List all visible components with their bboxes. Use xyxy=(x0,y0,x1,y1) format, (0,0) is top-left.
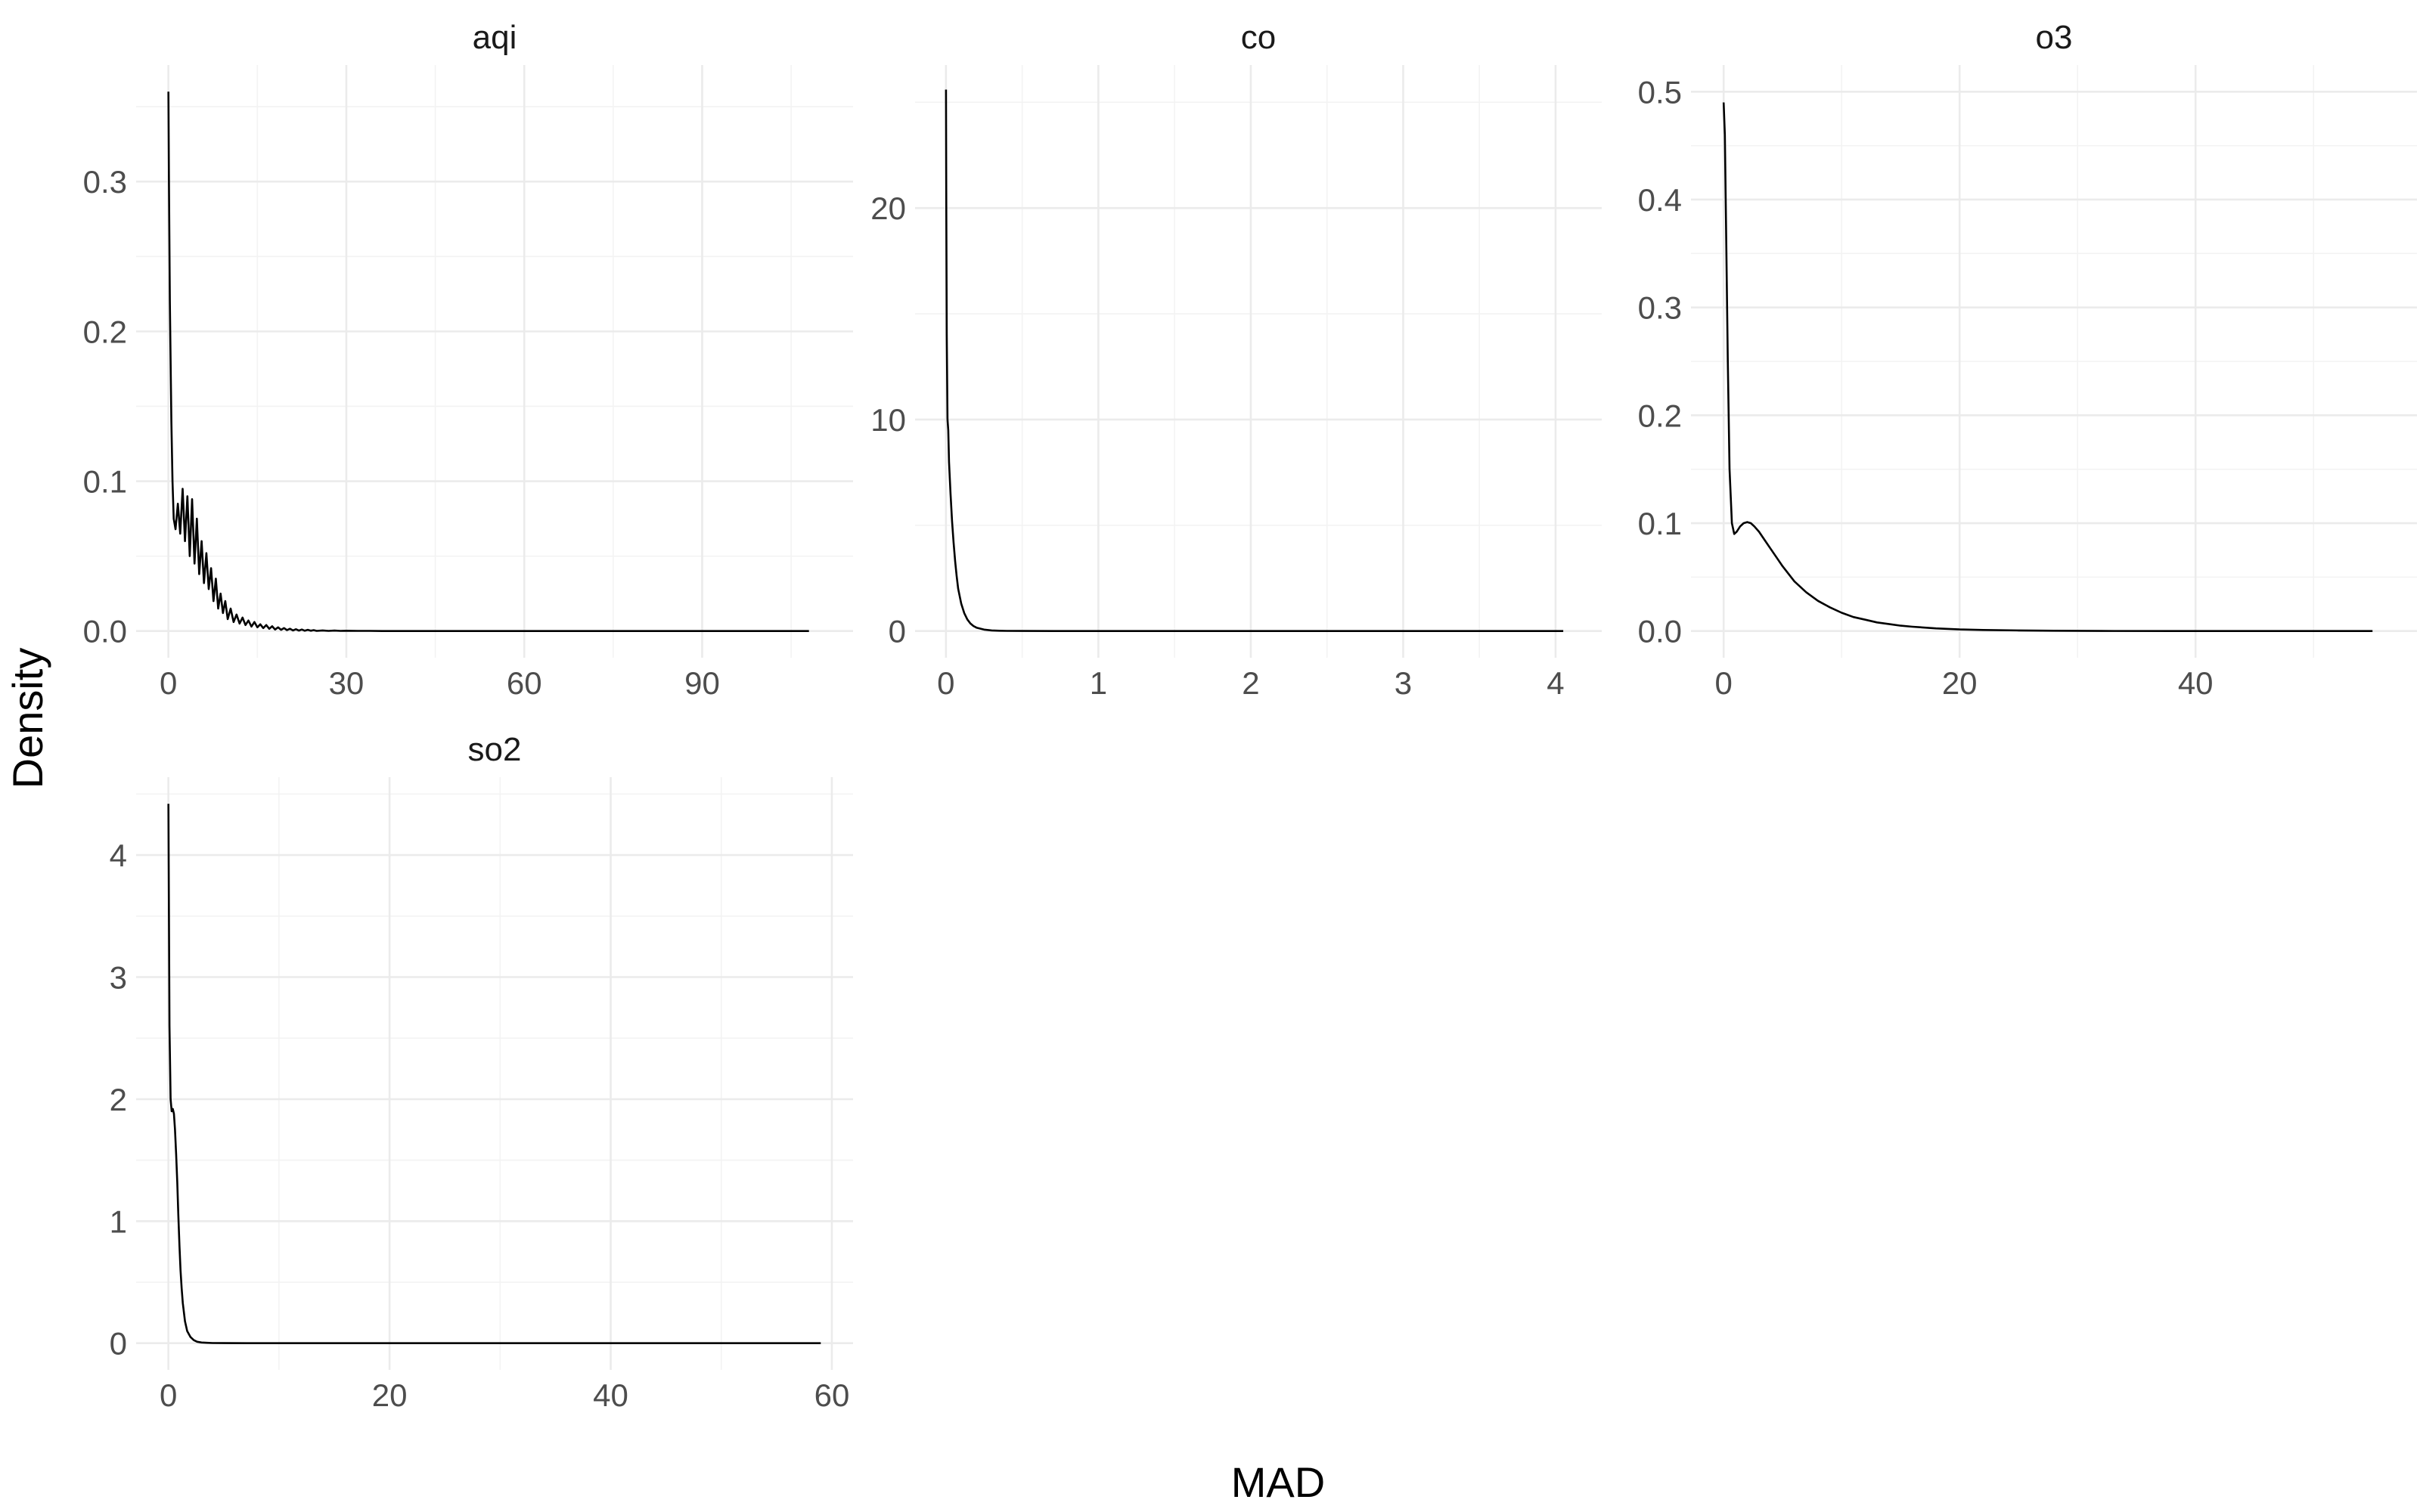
density-line-o3 xyxy=(1722,102,2373,632)
facet-title-co: co xyxy=(1241,19,1276,56)
y-tick-label: 0 xyxy=(889,614,906,649)
y-tick-label: 0.3 xyxy=(83,164,127,200)
y-axis-title: Density xyxy=(4,648,51,789)
density-line-so2 xyxy=(167,804,821,1344)
x-tick-label: 0 xyxy=(160,1377,177,1413)
y-tick-label: 0.0 xyxy=(83,614,127,649)
y-tick-label: 0.1 xyxy=(1638,506,1682,541)
panel-o3: 0 20 40 0.0 0.1 0.2 0.3 0.4 0.5 o3 xyxy=(1638,19,2417,701)
density-line-aqi xyxy=(167,91,809,632)
facet-title-aqi: aqi xyxy=(473,19,517,56)
panel-so2: 0 20 40 60 0 1 2 3 4 so2 xyxy=(110,731,853,1413)
panel-co: 0 1 2 3 4 0 10 20 co xyxy=(870,19,1602,701)
x-tick-label: 20 xyxy=(1942,665,1978,701)
y-tick-label: 20 xyxy=(870,191,906,226)
y-tick-label: 0 xyxy=(110,1326,127,1362)
panel-aqi: 0 30 60 90 0.0 0.1 0.2 0.3 aqi xyxy=(83,19,853,701)
x-tick-label: 40 xyxy=(2178,665,2214,701)
y-tick-label: 0.1 xyxy=(83,464,127,500)
y-tick-label: 0.2 xyxy=(83,314,127,349)
x-tick-label: 0 xyxy=(937,665,954,701)
y-tick-label: 0.0 xyxy=(1638,614,1682,649)
x-tick-label: 40 xyxy=(593,1377,628,1413)
x-tick-label: 20 xyxy=(372,1377,408,1413)
facet-title-so2: so2 xyxy=(468,731,522,768)
y-tick-label: 4 xyxy=(110,838,127,873)
y-tick-label: 2 xyxy=(110,1082,127,1117)
x-tick-label: 90 xyxy=(684,665,720,701)
x-tick-label: 30 xyxy=(329,665,365,701)
x-tick-label: 0 xyxy=(160,665,177,701)
facet-title-o3: o3 xyxy=(2036,19,2073,56)
y-tick-label: 10 xyxy=(870,402,906,438)
y-tick-label: 3 xyxy=(110,959,127,995)
x-tick-label: 0 xyxy=(1715,665,1733,701)
y-tick-label: 0.5 xyxy=(1638,74,1682,110)
x-axis-title: MAD xyxy=(1231,1458,1325,1506)
x-tick-label: 3 xyxy=(1395,665,1412,701)
x-tick-label: 60 xyxy=(814,1377,850,1413)
y-tick-label: 0.2 xyxy=(1638,398,1682,433)
y-tick-label: 0.3 xyxy=(1638,290,1682,326)
x-tick-label: 60 xyxy=(507,665,542,701)
y-tick-label: 1 xyxy=(110,1204,127,1239)
x-tick-label: 1 xyxy=(1090,665,1107,701)
y-tick-label: 0.4 xyxy=(1638,182,1682,218)
x-tick-label: 4 xyxy=(1547,665,1564,701)
density-line-co xyxy=(945,89,1564,632)
x-tick-label: 2 xyxy=(1242,665,1259,701)
